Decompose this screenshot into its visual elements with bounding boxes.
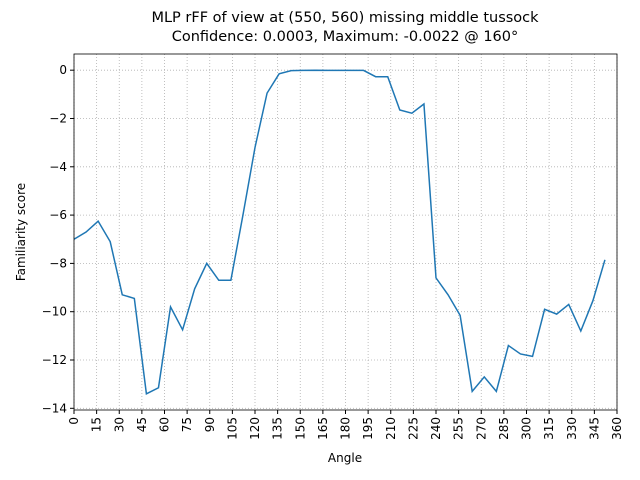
x-tick-label: 30	[112, 417, 126, 432]
y-tick-label: −8	[49, 256, 67, 270]
x-tick-label: 255	[452, 417, 466, 440]
x-tick-label: 135	[271, 417, 285, 440]
x-tick-label: 285	[497, 417, 511, 440]
y-tick-label: −10	[42, 305, 67, 319]
chart-title: MLP rFF of view at (550, 560) missing mi…	[151, 10, 539, 26]
x-tick-label: 270	[474, 417, 488, 440]
x-tick-label: 345	[587, 417, 601, 440]
x-tick-label: 15	[90, 417, 104, 432]
x-tick-label: 45	[135, 417, 149, 432]
x-tick-label: 0	[67, 417, 81, 425]
x-tick-label: 75	[180, 417, 194, 432]
y-tick-label: −2	[49, 111, 67, 125]
x-tick-label: 360	[610, 417, 624, 440]
x-tick-label: 105	[225, 417, 239, 440]
chart-subtitle: Confidence: 0.0003, Maximum: -0.0022 @ 1…	[172, 29, 519, 45]
y-tick-label: −14	[42, 401, 67, 415]
x-tick-label: 240	[429, 417, 443, 440]
y-axis-label: Familiarity score	[14, 183, 28, 281]
y-tick-label: −6	[49, 208, 67, 222]
y-tick-label: 0	[59, 63, 67, 77]
x-tick-label: 210	[384, 417, 398, 440]
x-tick-label: 150	[293, 417, 307, 440]
x-tick-label: 60	[158, 417, 172, 432]
x-tick-label: 300	[520, 417, 534, 440]
x-tick-label: 315	[542, 417, 556, 440]
x-tick-label: 225	[406, 417, 420, 440]
x-tick-label: 180	[339, 417, 353, 440]
y-tick-label: −12	[42, 353, 67, 367]
x-tick-label: 90	[203, 417, 217, 432]
x-tick-label: 120	[248, 417, 262, 440]
data-line	[73, 69, 606, 395]
x-tick-label: 330	[565, 417, 579, 440]
y-tick-label: −4	[49, 160, 67, 174]
x-axis-label: Angle	[328, 451, 362, 465]
x-tick-label: 165	[316, 417, 330, 440]
plot-frame	[73, 53, 618, 411]
x-tick-label: 195	[361, 417, 375, 440]
